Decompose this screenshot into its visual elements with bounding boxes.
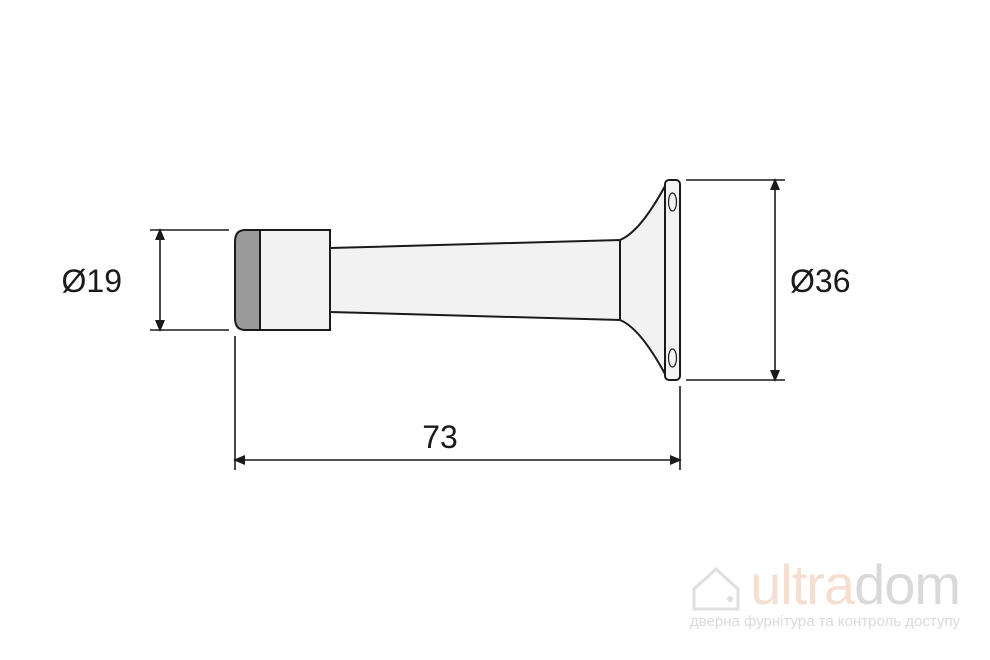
doorstop-side-view [235, 180, 680, 380]
dim-dia-left-label: Ø19 [62, 263, 122, 299]
watermark-brand: ultradom [686, 552, 960, 617]
house-icon [686, 555, 746, 615]
watermark-tagline: дверна фурнітура та контроль доступу [686, 613, 960, 630]
brand-text: ultradom [750, 552, 960, 617]
dim-length-label: 73 [422, 419, 458, 455]
watermark: ultradom дверна фурнітура та контроль до… [686, 552, 960, 630]
dim-dia-right-label: Ø36 [790, 263, 850, 299]
